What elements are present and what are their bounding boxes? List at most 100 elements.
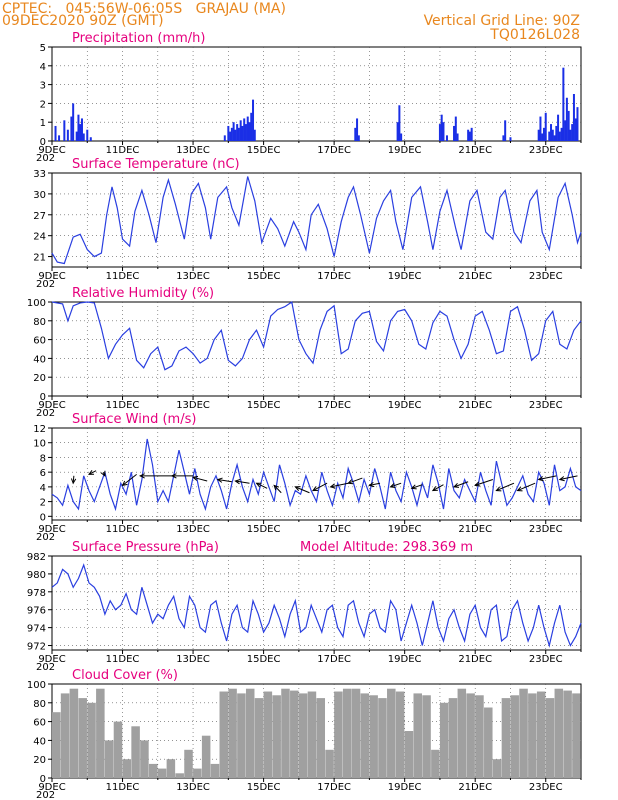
cloud-bar — [334, 691, 343, 778]
precip-bar — [80, 118, 83, 141]
precip-bar — [438, 124, 441, 141]
plot-frame — [51, 427, 582, 521]
cloud-bar — [175, 773, 184, 778]
cloud-bar — [342, 688, 352, 778]
series-line — [51, 176, 582, 265]
series-line — [51, 563, 582, 648]
cloud-bar — [87, 702, 96, 778]
x-tick-label: 23DEC — [529, 271, 563, 282]
y-tick-label: 27 — [33, 211, 46, 222]
precip-bar — [248, 122, 251, 141]
precip-bar — [236, 124, 239, 141]
wind-arrow-head — [139, 473, 145, 479]
x-tick-label: 23DEC — [529, 654, 563, 665]
precip-bar — [356, 118, 359, 141]
wind-arrow-head — [452, 482, 460, 488]
wind-arrow-head — [100, 470, 106, 477]
cloud-bar — [448, 698, 458, 778]
x-tick-label: 11DEC — [106, 400, 140, 411]
wind-arrow-head — [294, 486, 301, 491]
x-tick-label: 13DEC — [176, 782, 210, 793]
cloud-bar — [545, 698, 555, 778]
y-tick-label: 30 — [33, 190, 46, 201]
x-tick-label: 21DEC — [458, 524, 492, 535]
cloud-bar — [466, 693, 475, 778]
cloud-bar — [316, 698, 326, 778]
precip-bar — [504, 120, 507, 141]
y-tick-label: 972 — [27, 642, 46, 653]
precip-bar — [468, 131, 471, 141]
precip-bar — [244, 124, 247, 141]
y-tick-label: 12 — [33, 424, 46, 435]
cloud-bar — [501, 698, 511, 778]
x-tick-label: 17DEC — [317, 654, 351, 665]
cloud-bar — [131, 726, 140, 778]
x-tick-label: 21DEC — [458, 400, 492, 411]
x-year-fragment: 202 — [36, 279, 55, 290]
precip-bar — [223, 135, 226, 141]
precip-bar — [230, 127, 233, 141]
y-tick-label: 33 — [33, 169, 46, 180]
panel-3: 0 2 4 6 8 10 12 9DEC 11DEC 13DEC 15DEC 17DEC 19DEC 21… — [33, 412, 582, 543]
y-tick-label: 4 — [40, 62, 46, 73]
x-tick-label: 21DEC — [458, 782, 492, 793]
precip-bar — [72, 103, 75, 141]
y-tick-label: 24 — [33, 232, 46, 243]
x-tick-label: 9DEC — [38, 400, 65, 411]
precip-bar — [567, 110, 570, 141]
wind-arrow-head — [537, 476, 544, 482]
precip-bar — [246, 116, 249, 141]
cloud-bar — [431, 749, 440, 778]
x-tick-label: 11DEC — [106, 524, 140, 535]
cloud-bar — [395, 691, 405, 778]
x-tick-label: 23DEC — [529, 782, 563, 793]
precip-bar — [63, 120, 66, 141]
x-tick-label: 23DEC — [529, 145, 563, 156]
cloud-bar — [457, 688, 467, 778]
wind-arrow-head — [273, 484, 280, 491]
precip-bar — [558, 131, 561, 141]
y-tick-label: 3 — [40, 81, 46, 92]
precip-bar — [354, 127, 357, 141]
wind-arrow-head — [70, 478, 77, 485]
x-year-fragment: 202 — [36, 153, 55, 164]
wind-arrow-shaft — [475, 479, 493, 486]
wind-arrow-shaft — [348, 477, 363, 484]
x-tick-label: 19DEC — [388, 145, 422, 156]
cloud-bar — [104, 740, 114, 778]
cloud-bar — [245, 688, 255, 778]
model-altitude: Model Altitude: 298.369 m — [300, 540, 473, 555]
panel-0: 0 1 2 3 4 5 9DEC 11DEC 13DEC 15DEC 17DEC 19DEC 21DEC… — [36, 31, 582, 164]
precip-bar — [548, 131, 551, 141]
cloud-bar — [113, 721, 123, 778]
wind-arrow-shaft — [192, 476, 208, 482]
wind-arrow-shaft — [312, 482, 328, 492]
wind-arrow-shaft — [538, 475, 557, 481]
y-tick-label: 974 — [27, 624, 46, 635]
cloud-bar — [148, 763, 158, 778]
cloud-bar — [325, 749, 334, 778]
precip-bar — [400, 133, 403, 141]
y-tick-label: 0 — [40, 774, 46, 785]
cloud-bar — [413, 693, 422, 778]
precip-bar — [252, 99, 255, 141]
cloud-bar — [484, 707, 493, 778]
cloud-bar — [78, 698, 87, 778]
precip-bar — [58, 135, 61, 141]
y-tick-label: 40 — [33, 354, 46, 365]
y-tick-label: 2 — [40, 99, 46, 110]
wind-arrow-head — [474, 481, 481, 487]
y-tick-label: 80 — [33, 699, 46, 710]
x-year-fragment: 202 — [36, 790, 55, 800]
precip-bar — [70, 116, 73, 141]
precip-bar — [541, 133, 544, 141]
wind-arrow-head — [191, 475, 199, 481]
cloud-bar — [290, 690, 299, 778]
wind-arrow-head — [410, 484, 417, 490]
x-tick-label: 13DEC — [176, 400, 210, 411]
plot-frame — [51, 46, 582, 142]
wind-arrow-head — [368, 481, 375, 488]
y-tick-label: 0 — [40, 137, 46, 148]
precip-bar — [229, 131, 232, 141]
precip-bar — [396, 122, 399, 141]
